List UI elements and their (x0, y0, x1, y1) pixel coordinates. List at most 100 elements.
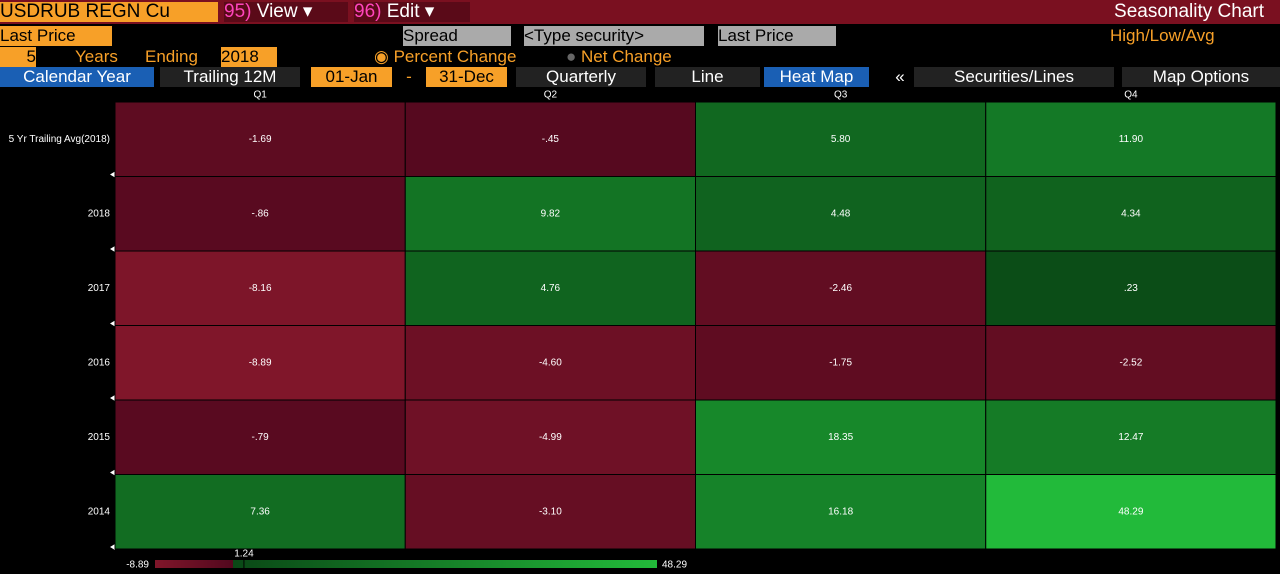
window-title: Seasonality Chart (1114, 2, 1264, 22)
tab[interactable]: Map Options (1122, 67, 1280, 87)
heat-cell (404, 474, 696, 550)
tab[interactable]: Trailing 12M (160, 67, 300, 87)
menu-label: Edit (386, 2, 420, 22)
legend-bar (155, 560, 657, 568)
cell-value: -.79 (252, 432, 270, 443)
tab[interactable]: « (888, 67, 912, 87)
field[interactable]: Last Price (718, 26, 836, 46)
cell-value: -2.52 (1119, 357, 1142, 368)
cell-value: 7.36 (250, 506, 270, 517)
row-tick (110, 246, 115, 252)
tab[interactable]: 31-Dec (426, 67, 507, 87)
heat-cell (985, 474, 1277, 550)
heat-cell (985, 101, 1277, 177)
cell-value: 16.18 (828, 506, 853, 517)
heat-cell (695, 250, 987, 326)
tab[interactable]: Quarterly (516, 67, 646, 87)
tab[interactable]: Line (655, 67, 760, 87)
menu-num: 96) (354, 2, 382, 22)
heat-cell (695, 399, 987, 475)
heat-cell (114, 474, 406, 550)
cell-value: 4.76 (541, 283, 561, 294)
heat-cell (985, 250, 1277, 326)
cell-value: -1.75 (829, 357, 852, 368)
column-label: Q1 (253, 90, 267, 101)
heat-cell (114, 176, 406, 252)
heat-cell (695, 474, 987, 550)
heat-cell (114, 325, 406, 401)
radio[interactable]: ● Net Change (566, 47, 672, 66)
row-tick (110, 171, 115, 178)
cell-value: -4.60 (539, 357, 562, 368)
cell-value: -.45 (542, 134, 560, 145)
edit-menu[interactable]: 96) Edit ▾ (354, 2, 470, 22)
cell-value: -2.46 (829, 283, 852, 294)
cell-value: 4.48 (831, 208, 851, 219)
legend-mid-label: 1.24 (234, 549, 254, 560)
field[interactable]: Spread (403, 26, 511, 46)
row-label: 2015 (88, 432, 111, 443)
checkbox-label[interactable]: High/Low/Avg (1110, 26, 1215, 45)
cell-value: 4.34 (1121, 208, 1141, 219)
row-tick (110, 544, 115, 550)
radio[interactable]: ◉ Percent Change (374, 47, 517, 66)
tab[interactable]: - (398, 67, 420, 87)
row-tick (110, 395, 115, 401)
field[interactable]: Last Price (0, 26, 112, 46)
years-input[interactable]: 5 (0, 47, 36, 67)
tab[interactable]: 01-Jan (311, 67, 392, 87)
cell-value: -1.69 (249, 134, 272, 145)
cell-value: -8.89 (249, 357, 272, 368)
row-label: 2018 (88, 208, 111, 219)
tab[interactable]: Calendar Year (0, 67, 154, 87)
row-label: 2017 (88, 283, 111, 294)
heat-cell (985, 325, 1277, 401)
cell-value: 11.90 (1119, 134, 1144, 145)
label: Ending (145, 47, 198, 66)
radio-label: Net Change (581, 47, 672, 66)
heat-cell (114, 399, 406, 475)
row-tick (110, 320, 115, 327)
cell-value: 12.47 (1118, 432, 1143, 443)
heat-cell (404, 101, 696, 177)
legend-max: 48.29 (662, 560, 687, 571)
heat-cell (404, 250, 696, 326)
cell-value: -4.99 (539, 432, 562, 443)
row-tick (110, 469, 115, 476)
column-label: Q3 (834, 90, 848, 101)
cell-value: 9.82 (541, 208, 561, 219)
menu-num: 95) (224, 2, 252, 22)
cell-value: .23 (1124, 283, 1138, 294)
cell-value: 5.80 (831, 134, 851, 145)
menu-label: View (256, 2, 298, 22)
row-label: 5 Yr Trailing Avg(2018) (9, 134, 110, 145)
heat-cell (114, 250, 406, 326)
heat-cell (404, 325, 696, 401)
label: Years (75, 47, 118, 66)
cell-value: -8.16 (249, 283, 272, 294)
tab[interactable]: Securities/Lines (914, 67, 1114, 87)
tab[interactable]: Heat Map (764, 67, 869, 87)
column-label: Q4 (1124, 90, 1138, 101)
heat-cell (695, 325, 987, 401)
row-label: 2016 (88, 357, 111, 368)
heat-cell (985, 176, 1277, 252)
heat-cell (695, 176, 987, 252)
ending-input[interactable]: 2018 (221, 47, 277, 67)
cell-value: -.86 (252, 208, 270, 219)
legend-min: -8.89 (126, 560, 149, 571)
field[interactable]: <Type security> (524, 26, 704, 46)
cell-value: -3.10 (539, 506, 562, 517)
column-label: Q2 (544, 90, 558, 101)
heat-cell (404, 399, 696, 475)
radio-label: Percent Change (393, 47, 517, 66)
cell-value: 48.29 (1118, 506, 1143, 517)
heat-cell (114, 101, 406, 177)
cell-value: 18.35 (828, 432, 853, 443)
heat-cell (404, 176, 696, 252)
view-menu[interactable]: 95) View ▾ (224, 2, 348, 22)
row-label: 2014 (88, 506, 111, 517)
ticker[interactable]: USDRUB REGN Cu (0, 2, 218, 22)
